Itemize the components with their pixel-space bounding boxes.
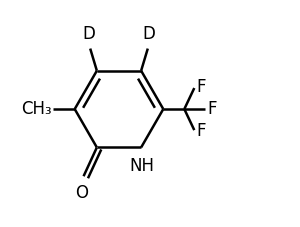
Text: F: F <box>208 100 217 118</box>
Text: CH₃: CH₃ <box>21 100 52 118</box>
Text: D: D <box>82 25 95 43</box>
Text: F: F <box>196 78 206 96</box>
Text: F: F <box>196 122 206 140</box>
Text: O: O <box>75 184 88 202</box>
Text: NH: NH <box>130 157 155 175</box>
Text: D: D <box>142 25 155 43</box>
